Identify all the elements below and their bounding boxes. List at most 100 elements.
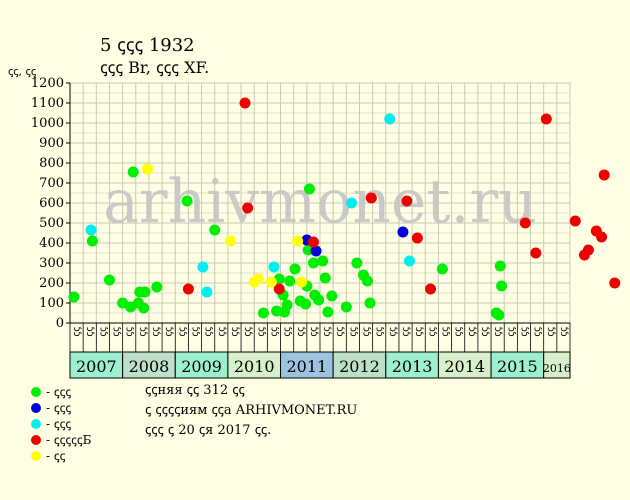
data-point bbox=[273, 283, 285, 295]
data-point bbox=[310, 245, 322, 257]
data-point bbox=[493, 309, 505, 321]
data-point bbox=[268, 261, 280, 273]
data-point bbox=[142, 163, 154, 175]
info-line-1: ꞔꞔняя ꞔꞔ 312 ꞔꞔ bbox=[145, 383, 245, 398]
y-tick-label: 800 bbox=[39, 156, 64, 171]
y-tick-label: 400 bbox=[39, 236, 64, 251]
year-label: 2013 bbox=[392, 357, 433, 376]
year-label: 2010 bbox=[234, 357, 275, 376]
data-point bbox=[403, 255, 415, 267]
data-point bbox=[68, 291, 80, 303]
month-tick-label: ꞔꞔ bbox=[269, 327, 280, 337]
month-tick-label: ꞔꞔ bbox=[216, 327, 227, 337]
year-box bbox=[174, 351, 229, 379]
month-tick-label: ꞔꞔ bbox=[466, 327, 477, 337]
month-tick-label: ꞔꞔ bbox=[229, 327, 240, 337]
data-point bbox=[596, 231, 608, 243]
year-box bbox=[227, 351, 282, 379]
month-tick-label: ꞔꞔ bbox=[98, 327, 109, 337]
y-tick-label: 1100 bbox=[31, 96, 64, 111]
data-point bbox=[540, 113, 552, 125]
legend-marker bbox=[31, 419, 41, 429]
data-point bbox=[239, 97, 251, 109]
y-tick-label: 200 bbox=[39, 276, 64, 291]
data-point bbox=[289, 263, 301, 275]
month-tick-label: ꞔꞔ bbox=[164, 327, 175, 337]
data-point bbox=[292, 235, 304, 247]
data-point bbox=[365, 192, 377, 204]
month-tick-label: ꞔꞔ bbox=[558, 327, 569, 337]
month-tick-label: ꞔꞔ bbox=[308, 327, 319, 337]
data-point bbox=[225, 235, 237, 247]
y-tick-label: 600 bbox=[39, 196, 64, 211]
y-tick-label: 1000 bbox=[31, 116, 64, 131]
data-point bbox=[530, 247, 542, 259]
month-tick-label: ꞔꞔ bbox=[124, 327, 135, 337]
legend-label: - ꞔꞔꞔ bbox=[46, 401, 71, 415]
data-point bbox=[436, 263, 448, 275]
year-label: 2014 bbox=[444, 357, 485, 376]
data-point bbox=[322, 306, 334, 318]
data-point bbox=[303, 183, 315, 195]
data-point bbox=[209, 224, 221, 236]
month-tick-label: ꞔꞔ bbox=[151, 327, 162, 337]
legend-marker bbox=[31, 451, 41, 461]
data-point bbox=[340, 301, 352, 313]
year-box bbox=[385, 351, 439, 379]
y-axis-label: ꞔꞔ, ꞔꞔ bbox=[8, 65, 36, 78]
data-point bbox=[300, 298, 312, 310]
year-label: 2007 bbox=[76, 357, 117, 376]
data-point bbox=[265, 276, 277, 288]
month-tick-label: ꞔꞔ bbox=[440, 327, 451, 337]
chart-subtitle: ꞔꞔꞔ Br, ꞔꞔꞔ XF. bbox=[100, 58, 209, 77]
y-tick-label: 700 bbox=[39, 176, 64, 191]
year-label: 2009 bbox=[181, 357, 222, 376]
data-point bbox=[351, 257, 363, 269]
data-point bbox=[197, 261, 209, 273]
data-point bbox=[257, 307, 269, 319]
month-tick-label: ꞔꞔ bbox=[479, 327, 490, 337]
data-points-layer bbox=[68, 97, 621, 321]
legend-label: - ꞔꞔꞔꞔꞔБ bbox=[46, 433, 92, 447]
data-point bbox=[494, 260, 506, 272]
month-tick-label: ꞔꞔ bbox=[453, 327, 464, 337]
legend: - ꞔꞔꞔ - ꞔꞔꞔ - ꞔꞔꞔ - ꞔꞔꞔꞔꞔБ - ꞔꞔ bbox=[31, 385, 92, 463]
month-tick-label: ꞔꞔ bbox=[427, 327, 438, 337]
y-tick-label: 300 bbox=[39, 256, 64, 271]
data-point bbox=[313, 294, 325, 306]
legend-label: - ꞔꞔ bbox=[46, 449, 66, 463]
year-label: 2008 bbox=[129, 357, 170, 376]
month-tick-label: ꞔꞔ bbox=[348, 327, 359, 337]
month-tick-label: ꞔꞔ bbox=[519, 327, 530, 337]
data-point bbox=[364, 297, 376, 309]
data-point bbox=[609, 277, 621, 289]
data-point bbox=[281, 299, 293, 311]
data-point bbox=[411, 232, 423, 244]
data-point bbox=[346, 197, 358, 209]
month-tick-label: ꞔꞔ bbox=[190, 327, 201, 337]
data-point bbox=[127, 166, 139, 178]
data-point bbox=[284, 275, 296, 287]
data-point bbox=[307, 257, 319, 269]
data-point bbox=[296, 276, 308, 288]
data-point bbox=[384, 113, 396, 125]
year-label: 2012 bbox=[339, 357, 380, 376]
legend-label: - ꞔꞔꞔ bbox=[46, 417, 71, 431]
month-tick-label: ꞔꞔ bbox=[414, 327, 425, 337]
month-tick-label: ꞔꞔ bbox=[177, 327, 188, 337]
data-point bbox=[326, 290, 338, 302]
month-tick-label: ꞔꞔ bbox=[374, 327, 385, 337]
x-axis-months-years: ꞔꞔ ꞔꞔ ꞔꞔ ꞔꞔ ꞔꞔ ꞔꞔ ꞔꞔ ꞔꞔ ꞔꞔ ꞔꞔ ꞔꞔ ꞔꞔ ꞔꞔ ꞔꞔ ꞔꞔ ꞔꞔ ꞔꞔ ꞔꞔ ꞔꞔ ꞔꞔ… bbox=[69, 323, 571, 379]
year-box bbox=[543, 351, 571, 379]
data-point bbox=[598, 169, 610, 181]
data-point bbox=[582, 244, 594, 256]
month-tick-label: ꞔꞔ bbox=[401, 327, 412, 337]
y-tick-label: 0 bbox=[56, 316, 64, 331]
data-point bbox=[569, 215, 581, 227]
y-tick-label: 900 bbox=[39, 136, 64, 151]
month-tick-label: ꞔꞔ bbox=[322, 327, 333, 337]
year-box bbox=[280, 351, 334, 379]
month-tick-label: ꞔꞔ bbox=[335, 327, 346, 337]
year-label: 2011 bbox=[286, 357, 327, 376]
